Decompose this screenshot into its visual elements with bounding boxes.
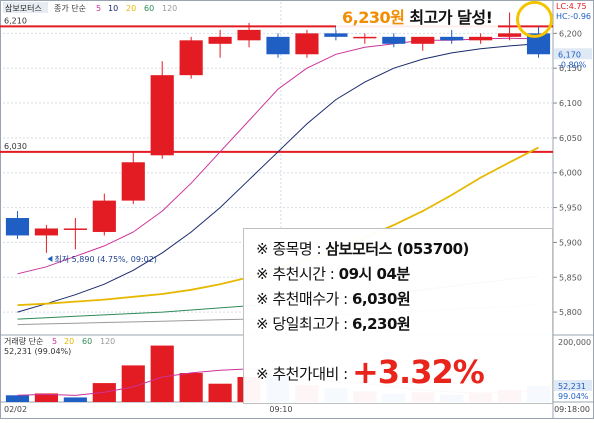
- volume-ma-period-5: 5: [52, 337, 57, 346]
- info-high-label: ※ 당일최고가 :: [256, 315, 348, 333]
- info-day-high: ※ 당일최고가 : 6,230원: [256, 313, 411, 334]
- volume-bar: [179, 373, 203, 402]
- candle-body: [266, 36, 290, 55]
- chart-title: 삼보모터스: [5, 3, 42, 13]
- high-price-banner: 6,230원 최고가 달성!: [336, 6, 499, 30]
- volume-legend-label: 거래량 단순: [4, 336, 43, 346]
- volume-ma-period-120: 120: [100, 337, 115, 346]
- ma-legend-period-60: 60: [144, 4, 154, 13]
- info-rate-value: +3.32%: [351, 353, 485, 391]
- volume-bar: [34, 393, 58, 402]
- candle-body: [324, 33, 348, 37]
- low-annotation-label: 최저 5,890 (4.75%, 09:02): [54, 254, 157, 264]
- ma-legend-label: 종가 단순: [54, 3, 86, 13]
- banner-text: 최고가 달성!: [409, 8, 493, 27]
- price-tick-label: 6,200: [559, 29, 582, 38]
- ma-legend-period-10: 10: [108, 4, 118, 13]
- price-tick-label: 6,000: [559, 169, 582, 178]
- low-annotation-arrow: [47, 255, 53, 262]
- price-tick-label: 5,950: [559, 204, 582, 213]
- volume-bar: [208, 383, 232, 402]
- candle-body: [295, 33, 319, 55]
- candle-body: [63, 228, 87, 230]
- lc-label: LC:4.75: [556, 2, 587, 11]
- volume-ma-period-60: 60: [82, 337, 92, 346]
- last-price-label: 6,170: [558, 50, 581, 59]
- high-highlight-circle: [516, 0, 554, 38]
- price-tick-label: 5,800: [559, 308, 582, 317]
- volume-current: 52,231 (99.04%): [4, 347, 71, 356]
- volume-right-value: 52,231: [558, 382, 586, 391]
- info-high-value: 6,230원: [351, 315, 411, 333]
- banner-price: 6,230원: [342, 8, 405, 27]
- price-tick-label: 5,900: [559, 238, 582, 247]
- candle-body: [237, 29, 261, 41]
- candle-body: [498, 33, 522, 37]
- info-name-label: ※ 종목명 :: [256, 240, 322, 258]
- ma-legend-period-120: 120: [162, 4, 177, 13]
- info-time-label: ※ 추천시간 :: [256, 265, 335, 283]
- last-price-box: [554, 48, 592, 60]
- price-tick-label: 6,050: [559, 134, 582, 143]
- volume-bar: [63, 397, 87, 402]
- volume-right-pct: 99.04%: [558, 392, 589, 401]
- title-badge: [3, 2, 48, 13]
- candle-body: [382, 36, 406, 44]
- volume-bar: [150, 345, 174, 402]
- candle-body: [411, 36, 435, 44]
- volume-bar: [121, 365, 145, 402]
- candle-body: [150, 75, 174, 156]
- reference-line-label-1: 6,030: [4, 142, 27, 151]
- candle-body: [526, 33, 551, 55]
- info-time-value: 09시 04분: [338, 265, 411, 283]
- candle-body: [179, 40, 203, 76]
- candle-body: [440, 36, 464, 41]
- candle-body: [34, 228, 58, 236]
- price-tick-label: 6,100: [559, 99, 582, 108]
- time-label-mid: 09:10: [269, 405, 292, 414]
- info-buy-price: ※ 추천매수가 : 6,030원: [256, 288, 411, 309]
- ma-legend-period-5: 5: [96, 4, 101, 13]
- candle-body: [5, 218, 30, 236]
- volume-axis-top: 200,000: [558, 338, 591, 347]
- info-buy-label: ※ 추천매수가 :: [256, 290, 348, 308]
- ma-legend-period-20: 20: [126, 4, 136, 13]
- candle-body: [469, 36, 493, 41]
- info-rate-label: ※ 추천가대비 :: [256, 365, 348, 383]
- last-change-label: -0.80%: [558, 60, 587, 69]
- candle-body: [353, 36, 377, 39]
- time-label-start: 02/02: [4, 405, 27, 414]
- reference-line-label-0: 6,210: [4, 16, 27, 25]
- candle-body: [121, 162, 145, 201]
- volume-ma-period-20: 20: [64, 337, 74, 346]
- price-tick-label: 5,850: [559, 273, 582, 282]
- info-buy-value: 6,030원: [351, 290, 411, 308]
- info-name-value: 삼보모터스 (053700): [325, 240, 469, 258]
- ma-line-10: [17, 43, 539, 313]
- candle-body: [208, 36, 232, 44]
- info-stock-name: ※ 종목명 : 삼보모터스 (053700): [256, 238, 469, 259]
- candle-body: [92, 200, 116, 232]
- volume-value-box: [554, 380, 592, 391]
- volume-bar: [5, 395, 30, 402]
- info-return-rate: ※ 추천가대비 : +3.32%: [256, 353, 485, 391]
- time-label-end: 09:18:00: [554, 405, 590, 414]
- info-recommend-time: ※ 추천시간 : 09시 04분: [256, 263, 410, 284]
- hc-label: HC:-0.96: [556, 12, 591, 21]
- price-tick-label: 6,150: [559, 64, 582, 73]
- recommendation-info-box: ※ 종목명 : 삼보모터스 (053700) ※ 추천시간 : 09시 04분 …: [243, 228, 553, 404]
